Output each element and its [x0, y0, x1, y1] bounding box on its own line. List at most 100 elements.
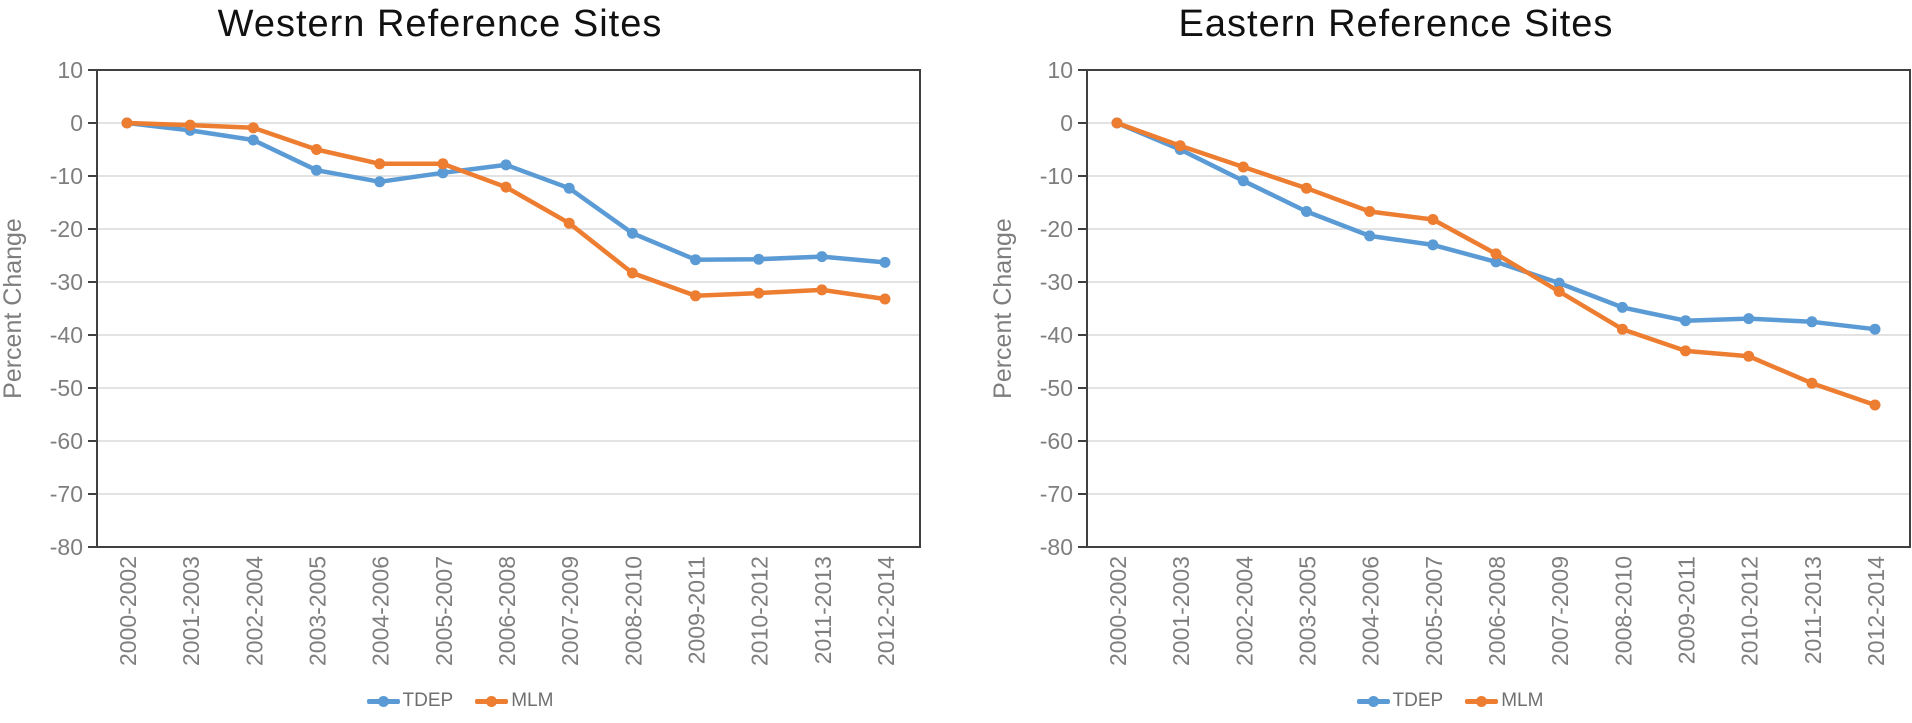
x-tick-label: 2004-2006	[1358, 556, 1384, 666]
x-tick-label: 2008-2010	[1610, 556, 1636, 666]
chart-title: Eastern Reference Sites	[1178, 3, 1614, 45]
x-tick-label: 2002-2004	[241, 556, 267, 666]
data-point-tdep-12	[879, 256, 891, 268]
data-point-mlm-10	[1743, 350, 1755, 362]
data-point-mlm-3	[311, 144, 322, 155]
data-point-tdep-11	[816, 251, 828, 263]
x-tick-label: 2000-2002	[1105, 556, 1131, 666]
legend-label: MLM	[511, 690, 554, 711]
data-point-mlm-9	[690, 290, 701, 302]
eastern-reference-sites-chart: Eastern Reference Sites 10 0 -10 -20 -30 -40 -…	[956, 0, 1912, 723]
legend-line-dot-icon	[475, 694, 509, 709]
data-point-mlm-9	[1680, 345, 1691, 357]
y-tick-label: -60	[1040, 428, 1073, 454]
data-point-mlm-1	[1174, 140, 1186, 152]
data-point-tdep-12	[1869, 323, 1881, 335]
legend-line-dot-icon	[1356, 694, 1390, 709]
data-point-tdep-9	[690, 254, 701, 266]
y-tick-label: -30	[50, 269, 83, 295]
legend-item-mlm: MLM	[1465, 688, 1543, 714]
data-point-mlm-3	[1301, 182, 1312, 194]
legend-line-dot-icon	[366, 694, 400, 709]
series-line-mlm	[124, 120, 888, 302]
data-point-mlm-1	[184, 119, 196, 131]
plot-border	[1086, 69, 1911, 548]
data-point-mlm-2	[247, 122, 259, 134]
y-tick-label: 0	[70, 110, 83, 136]
data-point-mlm-11	[1806, 377, 1818, 389]
y-tick-label: -10	[50, 163, 83, 189]
x-tick-label: 2001-2003	[178, 556, 204, 666]
y-axis-title: Percent Change	[989, 218, 1017, 399]
data-point-tdep-4	[1364, 230, 1376, 242]
data-point-tdep-3	[1301, 206, 1312, 217]
y-tick-label: -20	[50, 216, 83, 242]
data-point-mlm-2	[1237, 161, 1249, 173]
data-point-mlm-6	[500, 181, 512, 193]
y-tick-label: -70	[1040, 481, 1073, 507]
y-tick-label: -80	[50, 534, 83, 560]
legend-label: MLM	[1501, 690, 1544, 711]
data-point-tdep-10	[753, 253, 765, 265]
y-tick-label: 10	[57, 57, 83, 83]
y-tick-label: -50	[1040, 375, 1073, 401]
x-tick-label: 2005-2007	[431, 556, 457, 666]
data-point-tdep-4	[374, 176, 386, 188]
legend-item-tdep: TDEP	[366, 688, 454, 714]
western-plot-area: 10 0 -10 -20 -30 -40 -50 -60 -70 -80 2000-2002 2001…	[0, 57, 921, 666]
data-point-tdep-2	[1237, 175, 1249, 187]
data-point-tdep-6	[500, 159, 512, 171]
y-tick-label: -50	[50, 375, 83, 401]
data-point-mlm-5	[1427, 214, 1439, 225]
data-point-mlm-8	[626, 267, 638, 279]
x-tick-label: 2010-2012	[1737, 556, 1763, 666]
y-tick-label: -10	[1040, 163, 1073, 189]
data-point-mlm-10	[753, 287, 765, 299]
data-point-mlm-0	[1111, 117, 1123, 129]
data-point-tdep-6	[1490, 256, 1502, 268]
legend-item-tdep: TDEP	[1356, 688, 1444, 714]
x-tick-label: 2007-2009	[1547, 556, 1573, 666]
legend-item-mlm: MLM	[475, 688, 553, 714]
data-point-tdep-5	[437, 167, 449, 179]
y-tick-label: -60	[50, 428, 83, 454]
data-point-mlm-4	[374, 158, 386, 170]
x-tick-label: 2002-2004	[1231, 556, 1257, 666]
x-tick-label: 2010-2012	[747, 556, 773, 666]
data-point-tdep-9	[1680, 315, 1691, 327]
x-tick-label: 2000-2002	[115, 556, 141, 666]
data-point-mlm-11	[816, 284, 828, 296]
legend-label: TDEP	[1392, 690, 1444, 711]
x-tick-label: 2009-2011	[684, 556, 710, 664]
x-tick-label: 2003-2005	[305, 556, 331, 666]
data-point-tdep-2	[247, 134, 259, 146]
legend-label: TDEP	[402, 690, 454, 711]
x-tick-label: 2006-2008	[1484, 556, 1510, 666]
data-point-mlm-6	[1490, 248, 1502, 260]
x-tick-label: 2005-2007	[1421, 556, 1447, 666]
y-tick-label: -40	[50, 322, 83, 348]
data-point-mlm-4	[1364, 206, 1376, 217]
data-point-tdep-10	[1743, 313, 1755, 325]
series-line-tdep	[124, 120, 888, 265]
y-tick-label: 0	[1060, 110, 1073, 136]
plot-border	[96, 69, 921, 548]
x-tick-label: 2012-2014	[873, 556, 899, 666]
y-tick-label: 10	[1047, 57, 1073, 83]
x-tick-label: 2011-2013	[810, 556, 836, 664]
data-point-mlm-12	[879, 293, 891, 305]
data-point-tdep-8	[1616, 301, 1628, 313]
y-tick-label: -40	[1040, 322, 1073, 348]
y-axis-title: Percent Change	[0, 218, 27, 399]
x-tick-label: 2008-2010	[620, 556, 646, 666]
x-tick-label: 2009-2011	[1674, 556, 1700, 664]
legend: TDEP MLM	[990, 688, 1910, 714]
data-point-mlm-7	[1553, 286, 1565, 297]
data-point-mlm-12	[1869, 399, 1881, 411]
x-tick-label: 2011-2013	[1800, 556, 1826, 664]
x-tick-label: 2012-2014	[1863, 556, 1889, 666]
data-point-mlm-8	[1616, 323, 1628, 335]
data-point-mlm-0	[121, 117, 133, 129]
x-tick-label: 2003-2005	[1295, 556, 1321, 666]
y-tick-label: -80	[1040, 534, 1073, 560]
